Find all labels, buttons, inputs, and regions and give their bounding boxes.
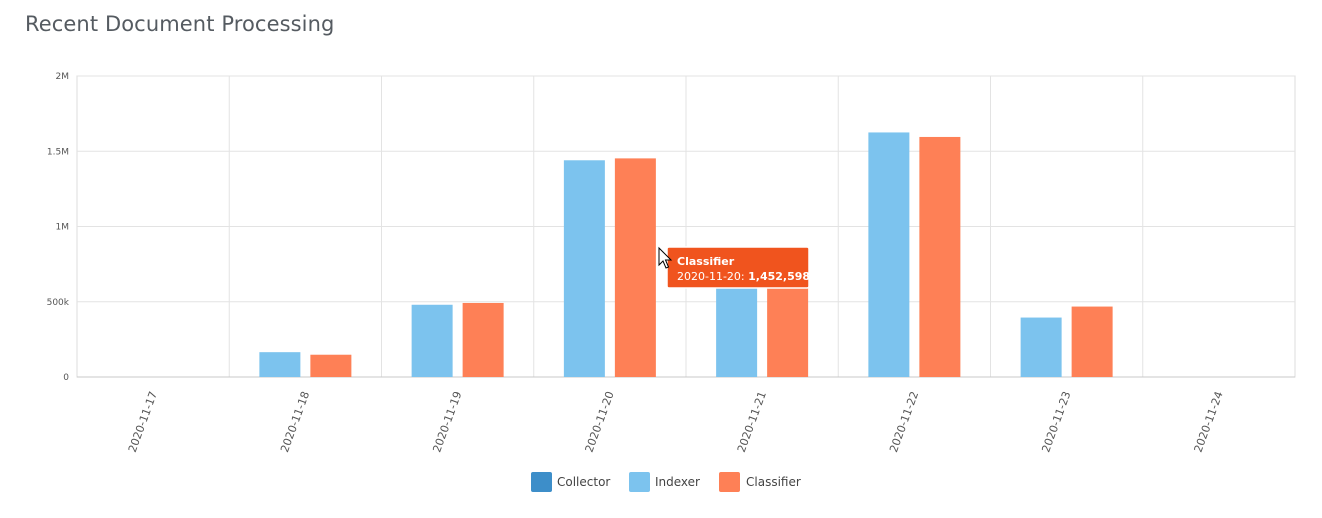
y-tick-label: 1.5M xyxy=(47,147,69,157)
y-tick-label: 500k xyxy=(47,298,70,308)
bar-indexer-2020-11-19[interactable] xyxy=(411,304,453,377)
legend-label-indexer[interactable]: Indexer xyxy=(655,475,700,489)
bar-classifier-2020-11-19[interactable] xyxy=(462,302,504,377)
legend-swatch-indexer[interactable] xyxy=(629,472,650,492)
chart-legend: Collector Indexer Classifier xyxy=(531,472,801,492)
tooltip-series: Classifier xyxy=(677,255,735,268)
x-tick-label: 2020-11-22 xyxy=(887,390,921,455)
tooltip-body: 2020-11-20: 1,452,598 xyxy=(677,270,810,283)
y-axis-ticks: 0 500k 1M 1.5M 2M xyxy=(47,72,70,383)
bar-indexer-2020-11-22[interactable] xyxy=(868,132,910,377)
x-axis-ticks: 2020-11-17 2020-11-18 2020-11-19 2020-11-20… xyxy=(126,390,1226,455)
x-tick-label: 2020-11-17 xyxy=(126,390,160,455)
tooltip-value: 1,452,598 xyxy=(748,270,810,283)
mouse-cursor-icon xyxy=(658,246,673,269)
tooltip-label: 2020-11-20: xyxy=(677,270,748,283)
x-tick-label: 2020-11-18 xyxy=(278,390,312,455)
bar-classifier-2020-11-20[interactable] xyxy=(614,158,656,377)
x-tick-label: 2020-11-21 xyxy=(735,390,769,455)
bar-classifier-2020-11-18[interactable] xyxy=(310,354,352,377)
chart-bars xyxy=(259,132,1113,377)
x-tick-label: 2020-11-24 xyxy=(1192,390,1226,455)
x-tick-label: 2020-11-19 xyxy=(430,390,464,455)
bar-classifier-2020-11-22[interactable] xyxy=(919,136,961,377)
y-tick-label: 0 xyxy=(63,373,69,383)
bar-indexer-2020-11-18[interactable] xyxy=(259,352,301,377)
chart-tooltip: Classifier 2020-11-20: 1,452,598 xyxy=(666,246,810,289)
x-tick-label: 2020-11-23 xyxy=(1039,390,1073,455)
legend-label-collector[interactable]: Collector xyxy=(557,475,610,489)
legend-label-classifier[interactable]: Classifier xyxy=(746,475,801,489)
legend-swatch-classifier[interactable] xyxy=(719,472,740,492)
y-tick-label: 2M xyxy=(56,72,70,82)
bar-indexer-2020-11-23[interactable] xyxy=(1020,317,1062,377)
bar-classifier-2020-11-23[interactable] xyxy=(1071,306,1113,377)
legend-swatch-collector[interactable] xyxy=(531,472,552,492)
y-tick-label: 1M xyxy=(56,223,70,233)
bar-indexer-2020-11-20[interactable] xyxy=(563,160,605,377)
page-title: Recent Document Processing xyxy=(25,12,335,36)
x-tick-label: 2020-11-20 xyxy=(583,390,617,455)
cursor-arrow xyxy=(658,246,673,269)
